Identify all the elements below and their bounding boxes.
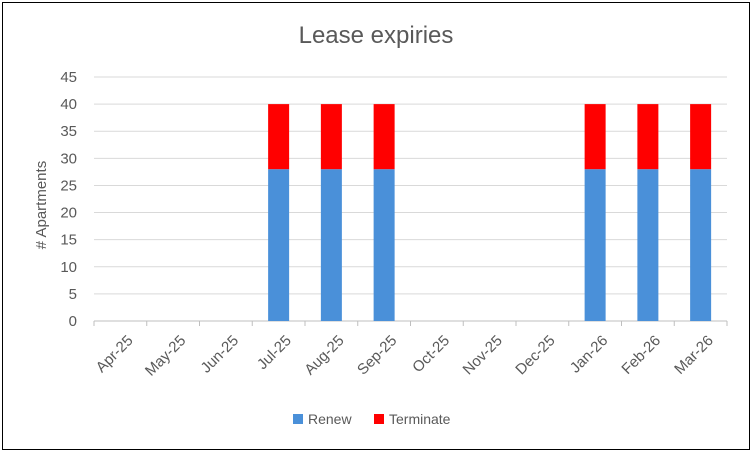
x-tick-label: Mar-26 bbox=[671, 332, 717, 378]
bar-renew-aug-25 bbox=[320, 169, 342, 321]
legend-label-terminate: Terminate bbox=[389, 411, 451, 427]
legend-label-renew: Renew bbox=[308, 411, 352, 427]
bar-renew-mar-26 bbox=[690, 169, 712, 321]
x-tick-label: May-25 bbox=[142, 332, 189, 379]
x-tick-label: Aug-25 bbox=[301, 332, 347, 378]
bar-terminate-sep-25 bbox=[373, 104, 395, 170]
gridlines bbox=[93, 76, 728, 326]
x-tick-label: Nov-25 bbox=[460, 332, 506, 378]
bar-terminate-mar-26 bbox=[690, 104, 712, 170]
bars bbox=[268, 104, 712, 321]
y-tick-labels: 0 5 10 15 20 25 30 35 40 45 bbox=[60, 69, 77, 330]
y-tick-label: 5 bbox=[69, 286, 77, 303]
y-tick-label: 40 bbox=[60, 96, 77, 113]
x-tick-label: Apr-25 bbox=[93, 332, 137, 376]
bar-renew-jan-26 bbox=[584, 169, 606, 321]
bar-terminate-jul-25 bbox=[268, 104, 290, 170]
x-tick-label: Jun-25 bbox=[198, 332, 242, 376]
y-tick-label: 30 bbox=[60, 150, 77, 167]
bar-renew-sep-25 bbox=[373, 169, 395, 321]
bar-renew-jul-25 bbox=[268, 169, 290, 321]
bar-terminate-feb-26 bbox=[637, 104, 659, 170]
y-tick-label: 0 bbox=[69, 313, 77, 330]
bar-renew-feb-26 bbox=[637, 169, 659, 321]
chart-title: Lease expiries bbox=[299, 22, 454, 49]
x-tick-labels: Apr-25 May-25 Jun-25 Jul-25 Aug-25 Sep-25 Oct-… bbox=[93, 332, 717, 379]
y-tick-label: 10 bbox=[60, 259, 77, 276]
x-tick-label: Sep-25 bbox=[354, 332, 400, 378]
y-tick-label: 25 bbox=[60, 177, 77, 194]
legend: Renew Terminate bbox=[293, 411, 451, 427]
y-axis-label: # Apartments bbox=[33, 161, 50, 249]
x-tick-label: Oct-25 bbox=[409, 332, 453, 376]
y-tick-label: 35 bbox=[60, 123, 77, 140]
y-tick-label: 45 bbox=[60, 69, 77, 86]
x-tick-label: Feb-26 bbox=[618, 332, 664, 378]
bar-terminate-aug-25 bbox=[320, 104, 342, 170]
y-tick-label: 15 bbox=[60, 232, 77, 249]
x-tick-label: Dec-25 bbox=[512, 332, 558, 378]
y-tick-label: 20 bbox=[60, 205, 77, 222]
legend-swatch-terminate bbox=[374, 414, 384, 424]
x-tick-label: Jul-25 bbox=[254, 332, 295, 373]
bar-terminate-jan-26 bbox=[584, 104, 606, 170]
legend-swatch-renew bbox=[293, 414, 303, 424]
x-tick-label: Jan-26 bbox=[567, 332, 611, 376]
